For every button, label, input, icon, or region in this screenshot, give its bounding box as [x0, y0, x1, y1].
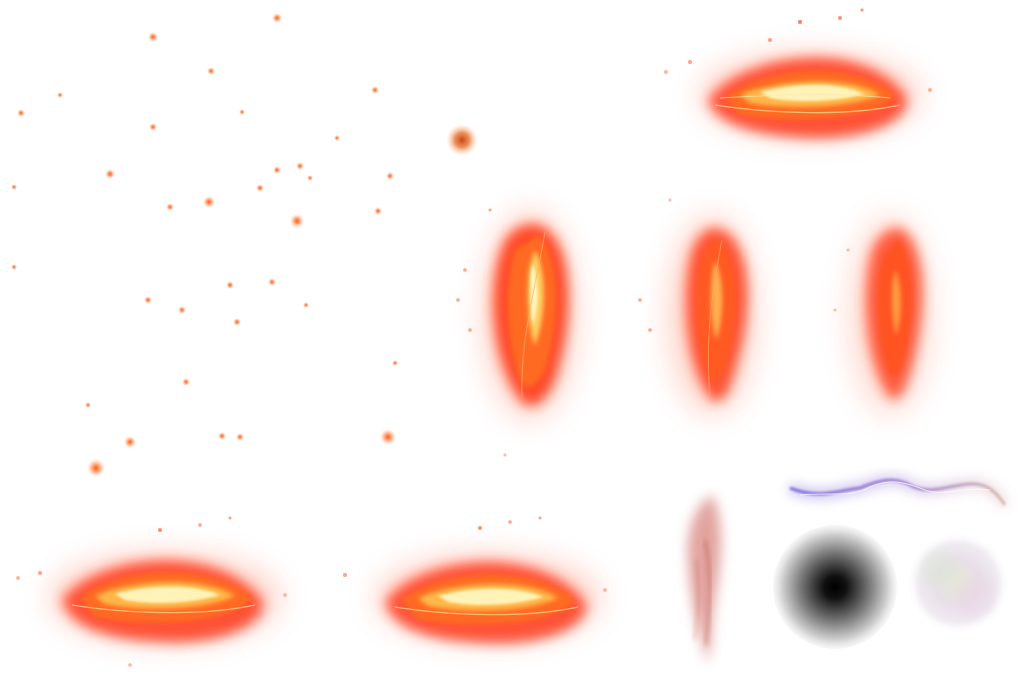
- ember-cluster: [11, 13, 478, 477]
- slash-horizontal-bottom-middle: [343, 516, 607, 644]
- slash-vertical-2: [638, 198, 757, 415]
- slash-vertical-1: [456, 208, 578, 457]
- purple-lightning: [788, 475, 1009, 508]
- slash-horizontal-top-right: [664, 8, 932, 139]
- slash-vertical-3: [833, 215, 932, 415]
- slash-horizontal-bottom-left: [16, 516, 287, 667]
- smoke-wisp: [687, 495, 721, 662]
- pastel-soft-orb: [908, 533, 1008, 633]
- dark-radial-gradient: [773, 525, 897, 649]
